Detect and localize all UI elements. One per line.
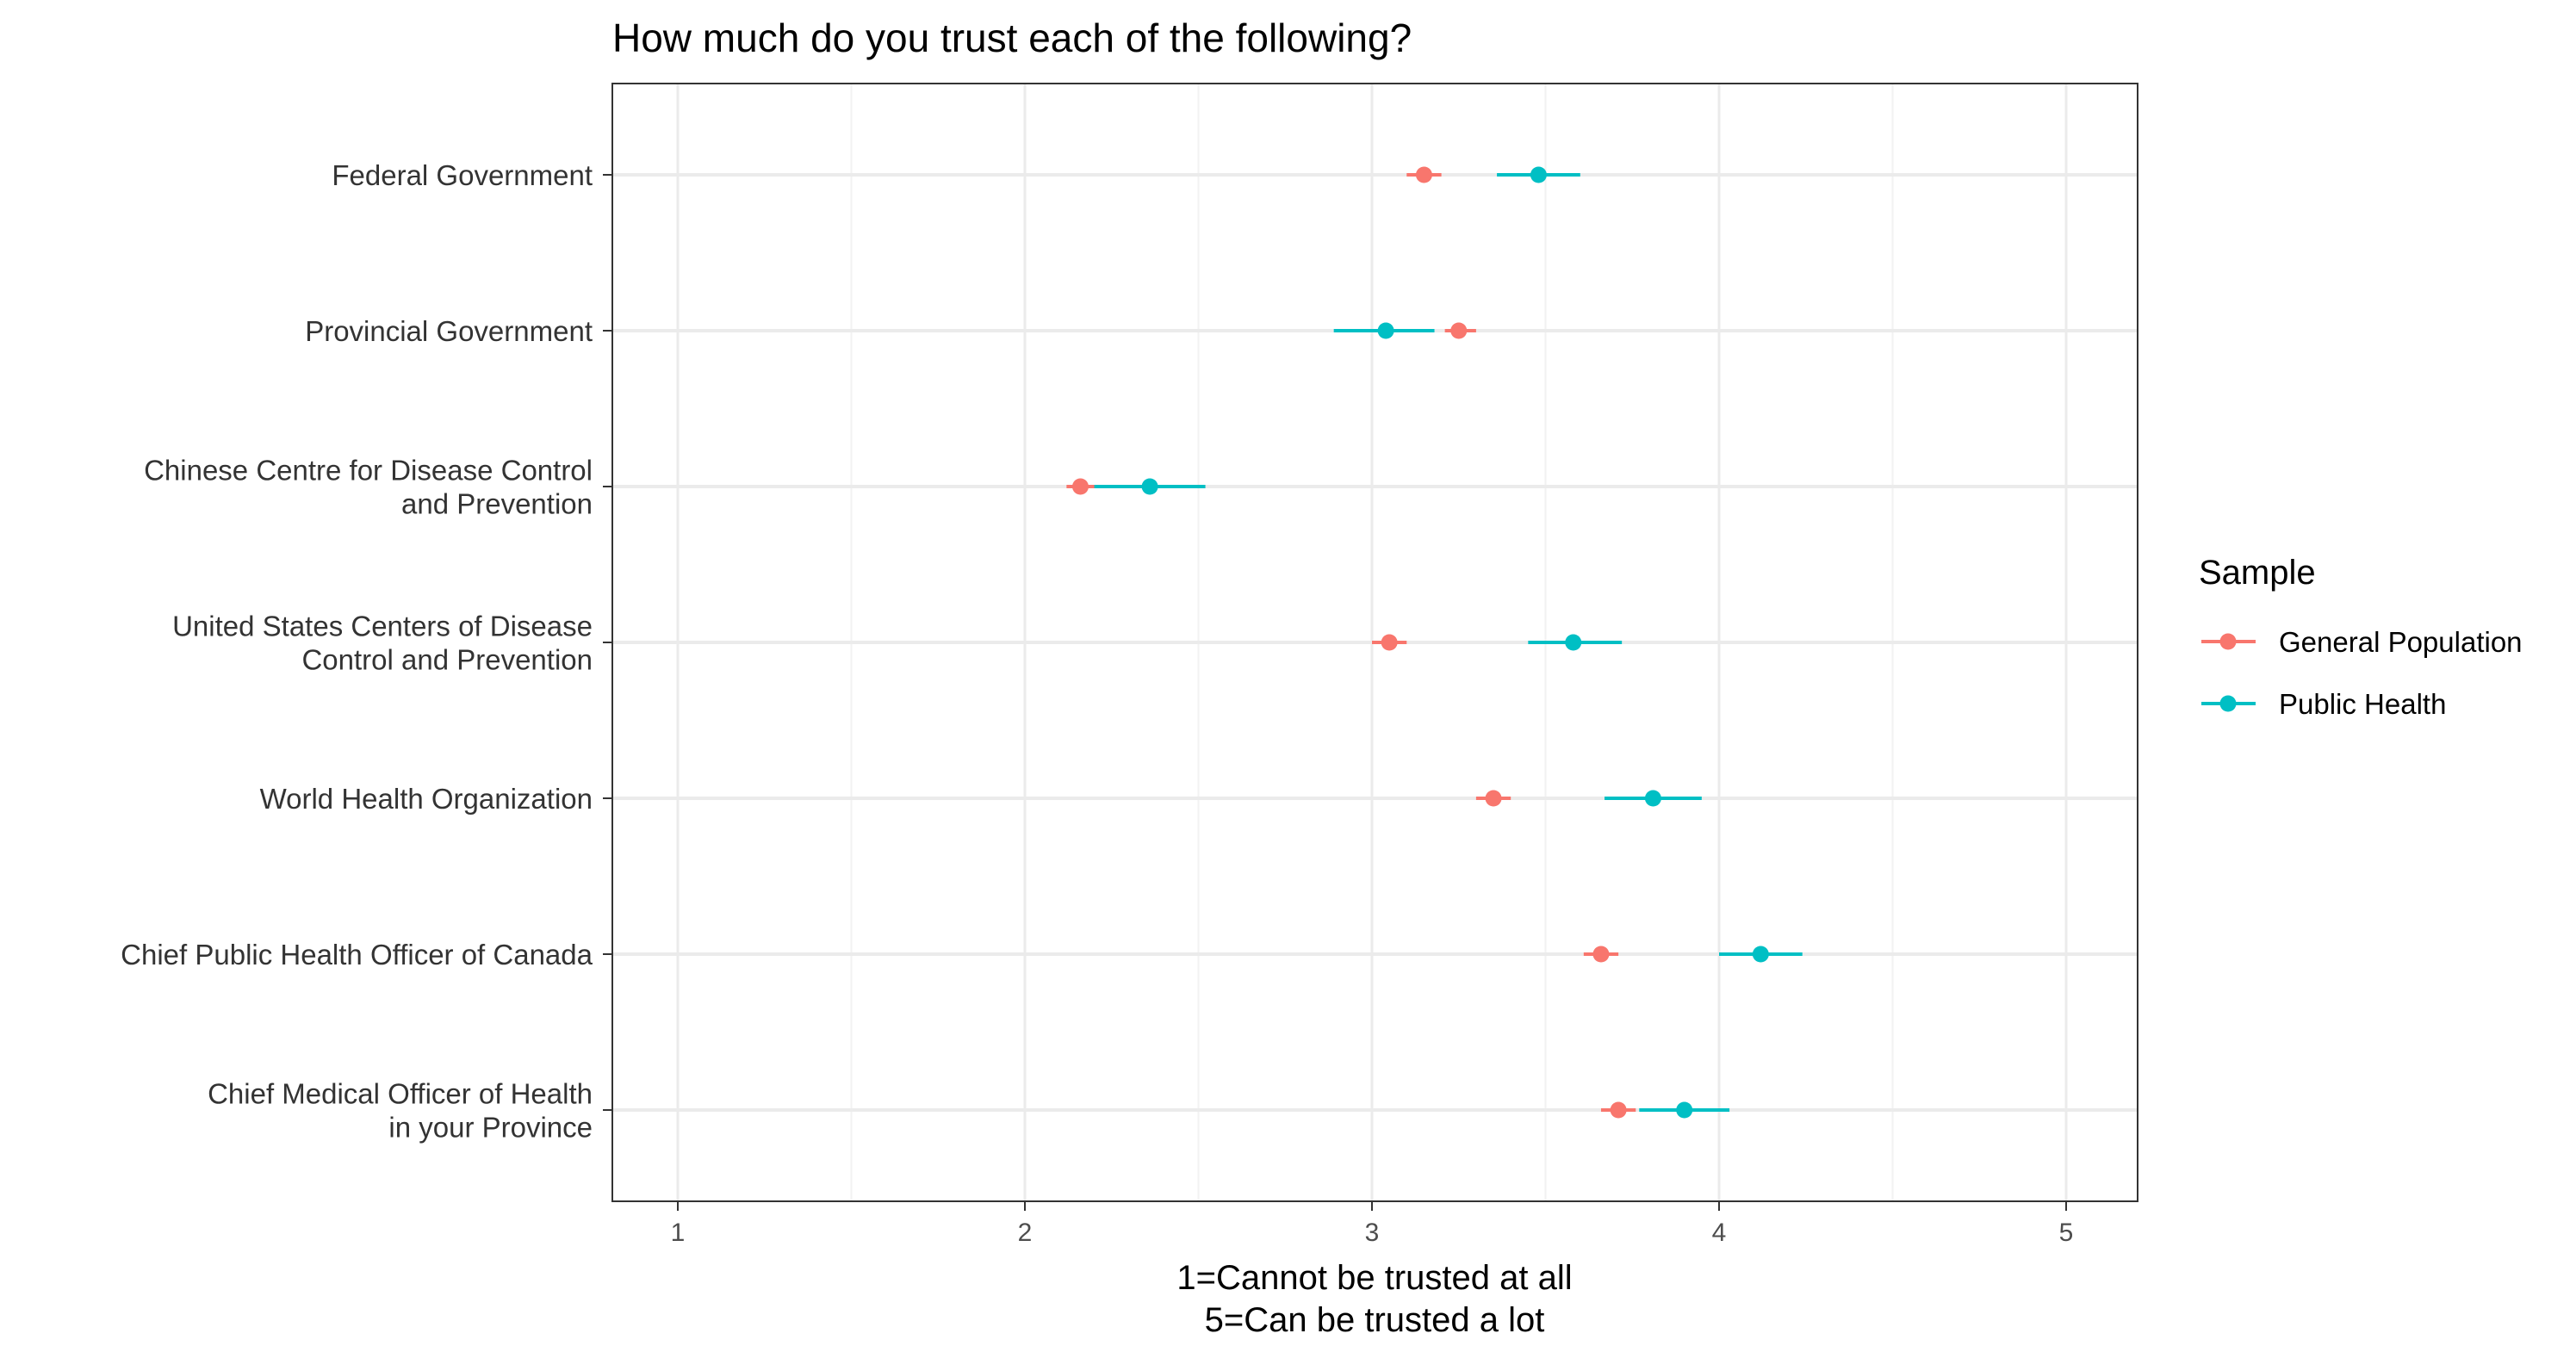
general-population-point: [1381, 634, 1398, 651]
x-tick-label: 4: [1712, 1219, 1727, 1247]
general-population-point: [1592, 946, 1610, 963]
category-label: Control and Prevention: [301, 644, 593, 676]
public-health-point: [1565, 634, 1582, 651]
category-label: and Prevention: [401, 488, 593, 520]
x-tick-label: 2: [1018, 1219, 1033, 1247]
y-axis: Federal Government Provincial Government C…: [121, 159, 612, 1144]
legend-items: General Population Public Health: [2201, 626, 2523, 720]
data-marks: [1066, 166, 1803, 1119]
x-axis-title-line-1: 1=Cannot be trusted at all: [1176, 1259, 1572, 1297]
x-tick-label: 3: [1365, 1219, 1380, 1247]
category-label: World Health Organization: [260, 783, 593, 815]
public-health-point: [1644, 790, 1661, 807]
public-health-point: [1676, 1101, 1693, 1119]
general-population-point: [1485, 790, 1502, 807]
category-label: Federal Government: [332, 159, 593, 191]
category-label: Provincial Government: [305, 315, 593, 347]
category-label: Chinese Centre for Disease Control: [144, 455, 593, 487]
x-tick-label: 1: [671, 1219, 686, 1247]
chart-title: How much do you trust each of the follow…: [612, 16, 1412, 60]
public-health-point: [1752, 946, 1769, 963]
legend: Sample General Population Public Health: [2199, 554, 2523, 720]
general-population-point: [1610, 1101, 1627, 1119]
legend-label-general-population: General Population: [2279, 626, 2523, 658]
category-label: Chief Public Health Officer of Canada: [121, 939, 593, 971]
legend-key-point-public-health: [2219, 695, 2237, 712]
general-population-point: [1415, 166, 1432, 183]
x-axis: 1 2 3 4 5: [671, 1201, 2074, 1247]
general-population-point: [1450, 322, 1468, 339]
x-axis-title-line-2: 5=Can be trusted a lot: [1205, 1301, 1545, 1339]
legend-label-public-health: Public Health: [2279, 688, 2446, 720]
general-population-point: [1071, 478, 1089, 495]
legend-title: Sample: [2199, 554, 2316, 592]
public-health-point: [1377, 322, 1394, 339]
x-tick-label: 5: [2059, 1219, 2074, 1247]
legend-key-point-general-population: [2219, 633, 2237, 650]
public-health-point: [1141, 478, 1158, 495]
category-label: Chief Medical Officer of Health: [208, 1078, 593, 1110]
category-label: in your Province: [388, 1112, 593, 1144]
category-label: United States Centers of Disease: [172, 611, 593, 642]
public-health-point: [1530, 166, 1547, 183]
